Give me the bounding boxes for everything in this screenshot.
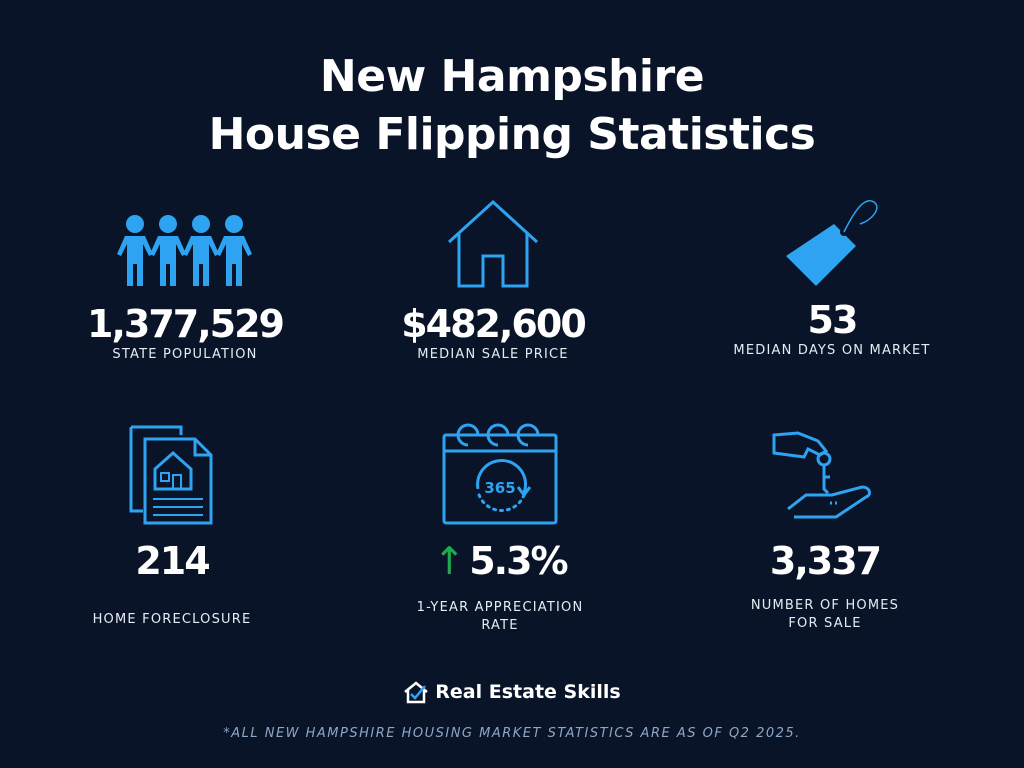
house-check-icon <box>404 681 429 704</box>
hand-key-icon <box>675 425 975 525</box>
house-icon <box>343 190 643 290</box>
people-icon <box>35 190 335 290</box>
svg-text:365: 365 <box>484 479 515 497</box>
stat-appreciation-rate: 365 ↑ 5.3% 1-YEAR APPRECIATION RATE <box>350 423 650 635</box>
footnote: *ALL NEW HAMPSHIRE HOUSING MARKET STATIS… <box>223 726 801 741</box>
page-title: New Hampshire House Flipping Statistics <box>208 51 816 160</box>
calendar-365-icon: 365 <box>350 423 650 525</box>
stat-population: 1,377,529 STATE POPULATION <box>35 190 335 364</box>
price-tag-icon <box>682 190 982 290</box>
stat-median-sale-price: $482,600 MEDIAN SALE PRICE <box>343 190 643 364</box>
stat-foreclosure: 214 HOME FORECLOSURE <box>22 425 322 629</box>
brand-logo: Real Estate Skills <box>0 680 1024 704</box>
foreclosure-document-icon <box>22 425 322 525</box>
trend-up-arrow-icon: ↑ <box>433 539 465 583</box>
stat-homes-for-sale: 3,337 NUMBER OF HOMES FOR SALE <box>675 425 975 633</box>
stat-days-on-market: 53 MEDIAN DAYS ON MARKET <box>682 190 982 360</box>
